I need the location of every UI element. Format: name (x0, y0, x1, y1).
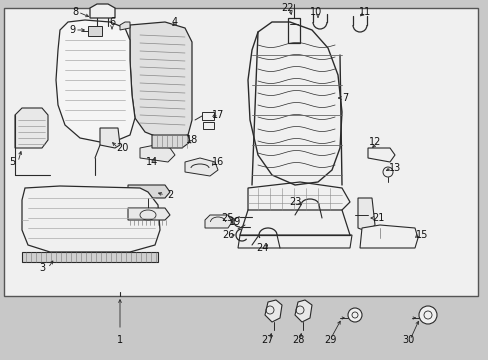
Text: 26: 26 (222, 230, 234, 240)
Polygon shape (22, 252, 158, 262)
Text: 20: 20 (116, 143, 128, 153)
Text: 24: 24 (255, 243, 267, 253)
Text: 10: 10 (309, 7, 322, 17)
Text: 13: 13 (388, 163, 400, 173)
Polygon shape (128, 185, 170, 198)
Polygon shape (184, 158, 218, 176)
Text: 28: 28 (291, 335, 304, 345)
Text: 5: 5 (9, 157, 15, 167)
Bar (287, 18, 299, 43)
Bar (203, 122, 214, 129)
Polygon shape (90, 4, 115, 18)
Text: 15: 15 (415, 230, 427, 240)
Polygon shape (15, 108, 48, 148)
Polygon shape (264, 300, 282, 322)
Polygon shape (367, 148, 394, 162)
Polygon shape (120, 22, 130, 30)
Bar (202, 112, 214, 120)
Text: 23: 23 (288, 197, 301, 207)
Polygon shape (294, 300, 311, 322)
Text: 3: 3 (39, 263, 45, 273)
Text: 19: 19 (228, 217, 241, 227)
Polygon shape (56, 20, 135, 142)
Circle shape (418, 306, 436, 324)
Text: 8: 8 (72, 7, 78, 17)
Polygon shape (357, 198, 374, 232)
Circle shape (382, 167, 392, 177)
Text: 25: 25 (221, 213, 234, 223)
Polygon shape (100, 128, 120, 148)
Text: 22: 22 (281, 3, 294, 13)
Polygon shape (152, 135, 190, 148)
Text: 12: 12 (368, 137, 381, 147)
Bar (88, 26, 102, 36)
Text: 7: 7 (341, 93, 347, 103)
Text: 16: 16 (211, 157, 224, 167)
Text: 9: 9 (69, 25, 75, 35)
Text: 17: 17 (211, 110, 224, 120)
Polygon shape (128, 208, 170, 220)
Circle shape (347, 308, 361, 322)
Polygon shape (130, 22, 192, 138)
Text: 4: 4 (172, 17, 178, 27)
Polygon shape (22, 186, 160, 252)
Text: 21: 21 (371, 213, 384, 223)
Text: 18: 18 (185, 135, 198, 145)
Text: 14: 14 (145, 157, 158, 167)
Text: 6: 6 (109, 17, 115, 27)
Text: 29: 29 (323, 335, 336, 345)
Text: 30: 30 (401, 335, 413, 345)
Text: 11: 11 (358, 7, 370, 17)
Text: 27: 27 (261, 335, 274, 345)
Bar (4, 8, 477, 296)
Text: 1: 1 (117, 335, 123, 345)
Text: 2: 2 (166, 190, 173, 200)
Polygon shape (359, 225, 417, 248)
Polygon shape (204, 215, 231, 228)
Polygon shape (140, 145, 175, 162)
